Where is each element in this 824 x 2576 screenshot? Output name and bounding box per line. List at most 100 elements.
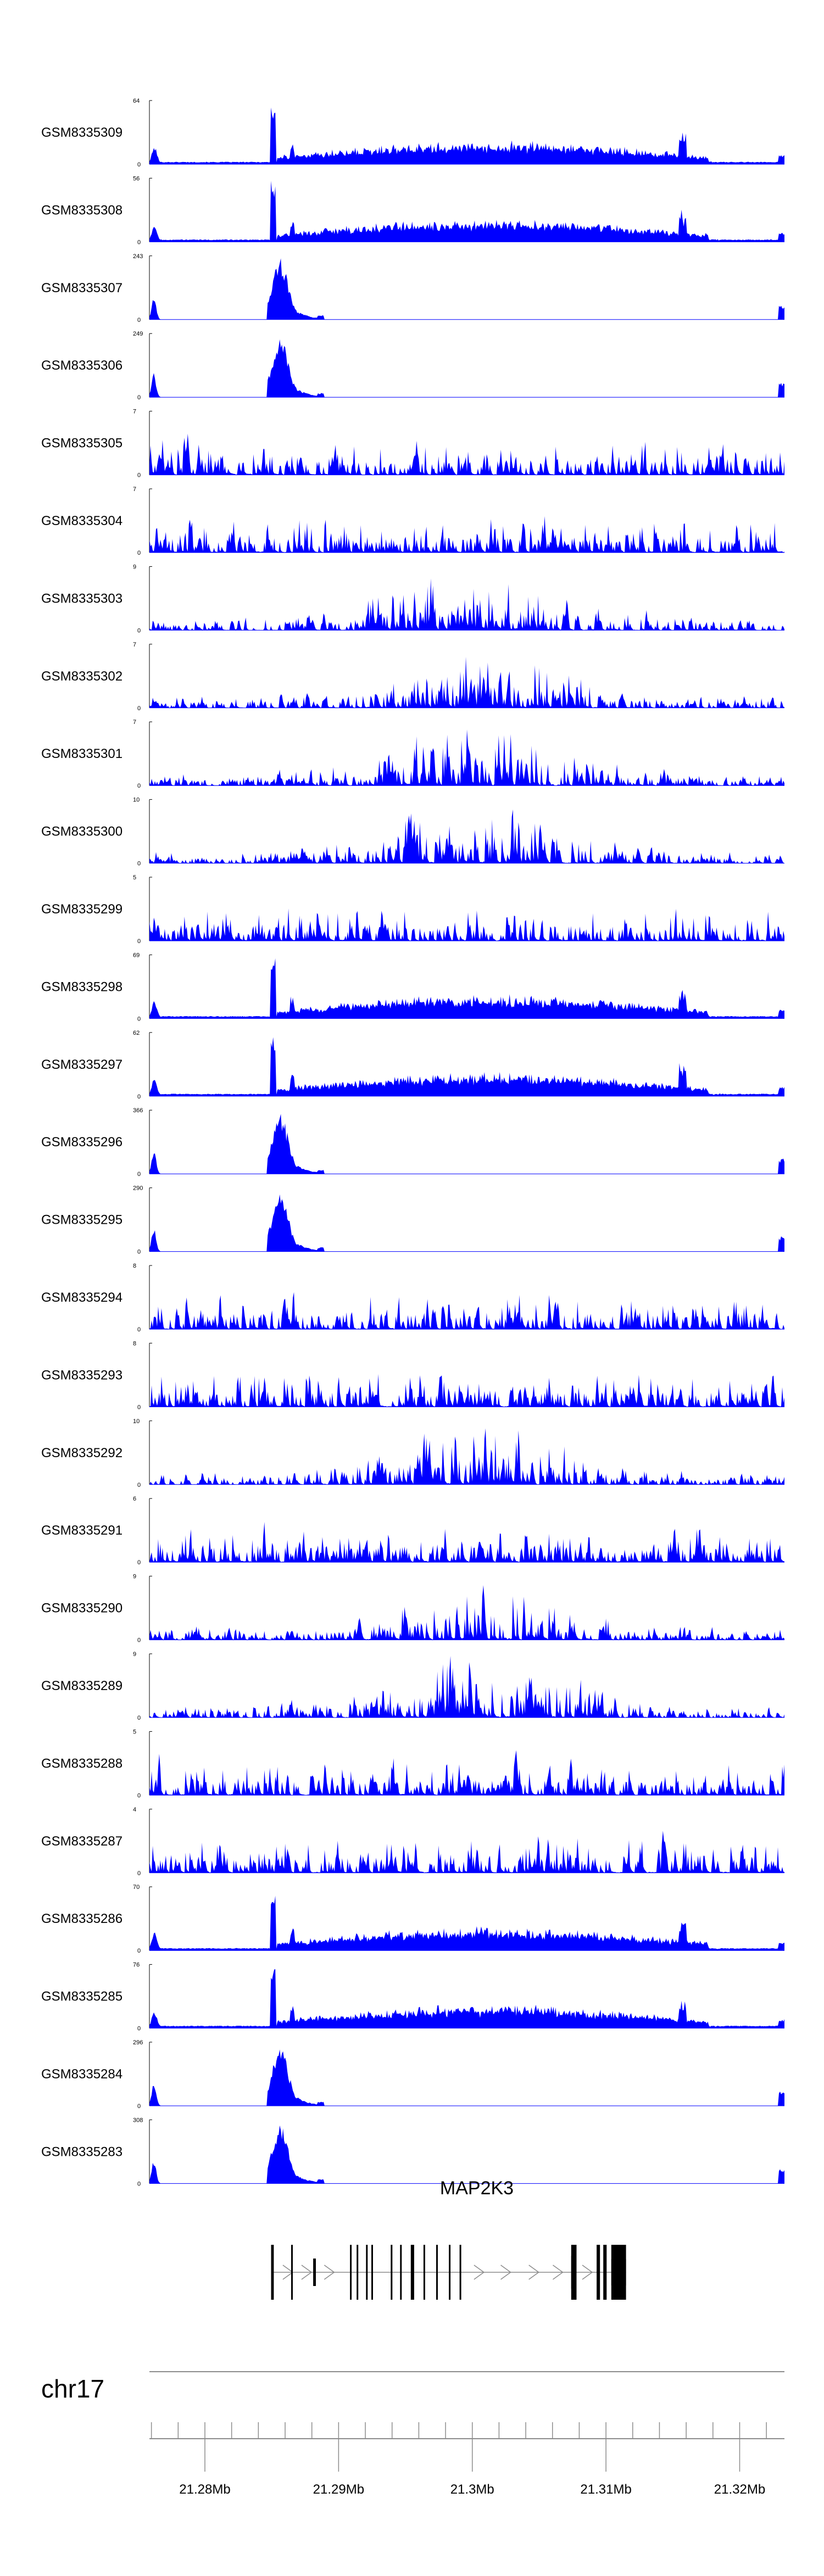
coverage-track: GSM8335293 8 0 [41, 1340, 784, 1410]
coverage-track: GSM8335284 296 0 [41, 2039, 784, 2110]
track-name-label: GSM8335286 [41, 1911, 123, 1926]
strand-chevron [324, 2265, 335, 2280]
coverage-area [149, 1585, 784, 1640]
coverage-track: GSM8335303 9 0 [41, 564, 784, 634]
track-name-label: GSM8335304 [41, 514, 123, 528]
coverage-area [149, 578, 784, 631]
track-name-label: GSM8335305 [41, 436, 123, 451]
track-min-label: 0 [137, 2103, 141, 2110]
coverage-track: GSM8335291 6 0 [41, 1496, 784, 1566]
coverage-track: GSM8335307 243 0 [41, 253, 784, 324]
coverage-area [149, 1428, 784, 1485]
x-tick-label: 21.28Mb [179, 2482, 230, 2497]
coverage-track: GSM8335297 62 0 [41, 1030, 784, 1100]
track-max-label: 366 [133, 1107, 143, 1114]
gene-exon [291, 2245, 293, 2300]
coverage-area [149, 1522, 784, 1563]
genome-axis-track: chr17 21.28Mb 21.29Mb 21.3Mb 21.31Mb 21.32Mb [41, 2371, 784, 2497]
gene-exon [423, 2245, 425, 2300]
track-min-label: 0 [137, 1715, 141, 1721]
gene-exon [597, 2245, 600, 2300]
track-max-label: 8 [133, 1340, 136, 1347]
strand-chevron [500, 2265, 511, 2280]
coverage-track: GSM8335296 366 0 [41, 1107, 784, 1178]
track-min-label: 0 [137, 2181, 141, 2187]
coverage-track: GSM8335309 64 0 [41, 98, 784, 168]
track-max-label: 9 [133, 1651, 136, 1658]
coverage-track: GSM8335308 56 0 [41, 175, 784, 246]
track-max-label: 7 [133, 486, 136, 493]
track-name-label: GSM8335309 [41, 125, 123, 140]
track-max-label: 8 [133, 1263, 136, 1269]
gene-exon [366, 2245, 368, 2300]
coverage-area [149, 258, 784, 320]
coverage-track: GSM8335294 8 0 [41, 1263, 784, 1333]
gene-name-label: MAP2K3 [440, 2178, 514, 2199]
track-name-label: GSM8335285 [41, 1989, 123, 2004]
coverage-track: GSM8335304 7 0 [41, 486, 784, 556]
track-min-label: 0 [137, 1326, 141, 1333]
track-max-label: 243 [133, 253, 143, 260]
coverage-area [149, 1831, 784, 1873]
track-name-label: GSM8335296 [41, 1135, 123, 1150]
track-max-label: 290 [133, 1185, 143, 1192]
strand-chevron [301, 2265, 313, 2280]
track-name-label: GSM8335284 [41, 2067, 123, 2082]
coverage-track: GSM8335302 7 0 [41, 642, 784, 712]
gene-exon-block [571, 2256, 577, 2289]
strand-chevron [474, 2265, 485, 2280]
coverage-area [149, 958, 784, 1019]
track-name-label: GSM8335291 [41, 1523, 123, 1538]
coverage-area [149, 516, 784, 553]
track-min-label: 0 [137, 1870, 141, 1877]
coverage-area [149, 1374, 784, 1407]
coverage-area [149, 181, 784, 242]
track-max-label: 7 [133, 409, 136, 415]
track-min-label: 0 [137, 938, 141, 945]
x-tick-label: 21.29Mb [313, 2482, 364, 2497]
coverage-area [149, 339, 784, 398]
track-min-label: 0 [137, 627, 141, 634]
track-max-label: 7 [133, 642, 136, 648]
coverage-area [149, 107, 784, 164]
strand-chevron [582, 2265, 593, 2280]
gene-exon [271, 2245, 274, 2300]
coverage-area [149, 1292, 784, 1329]
track-min-label: 0 [137, 1792, 141, 1799]
coverage-area [149, 2049, 784, 2106]
track-name-label: GSM8335293 [41, 1368, 123, 1382]
track-max-label: 62 [133, 1030, 140, 1036]
track-name-label: GSM8335295 [41, 1213, 123, 1228]
coverage-area [149, 1656, 784, 1718]
coverage-track: GSM8335301 7 0 [41, 719, 784, 789]
track-max-label: 64 [133, 98, 140, 104]
track-name-label: GSM8335302 [41, 669, 123, 684]
coverage-track: GSM8335289 9 0 [41, 1651, 784, 1721]
coverage-area [149, 1037, 784, 1096]
track-max-label: 6 [133, 1496, 136, 1502]
coverage-area [149, 1969, 784, 2028]
gene-exon-block [611, 2259, 626, 2285]
track-min-label: 0 [137, 2026, 141, 2032]
coverage-track: GSM8335295 290 0 [41, 1185, 784, 1256]
coverage-track: GSM8335288 5 0 [41, 1729, 784, 1799]
track-name-label: GSM8335300 [41, 824, 123, 839]
x-tick-label: 21.32Mb [714, 2482, 765, 2497]
track-name-label: GSM8335306 [41, 358, 123, 373]
track-max-label: 7 [133, 719, 136, 726]
track-max-label: 70 [133, 1884, 140, 1891]
gene-exon [371, 2245, 373, 2300]
coverage-tracks: GSM8335309640GSM8335308560GSM83353072430… [41, 98, 784, 2187]
track-min-label: 0 [137, 1171, 141, 1178]
gene-exon [459, 2245, 461, 2300]
track-max-label: 69 [133, 952, 140, 958]
coverage-track: GSM8335285 76 0 [41, 1962, 784, 2032]
coverage-area [149, 1194, 784, 1252]
chromosome-label: chr17 [41, 2374, 104, 2403]
track-max-label: 4 [133, 1806, 136, 1813]
coverage-track: GSM8335299 5 0 [41, 874, 784, 945]
strand-chevron [528, 2265, 539, 2280]
track-max-label: 296 [133, 2039, 143, 2046]
x-tick-label: 21.3Mb [450, 2482, 494, 2497]
track-min-label: 0 [137, 1404, 141, 1410]
